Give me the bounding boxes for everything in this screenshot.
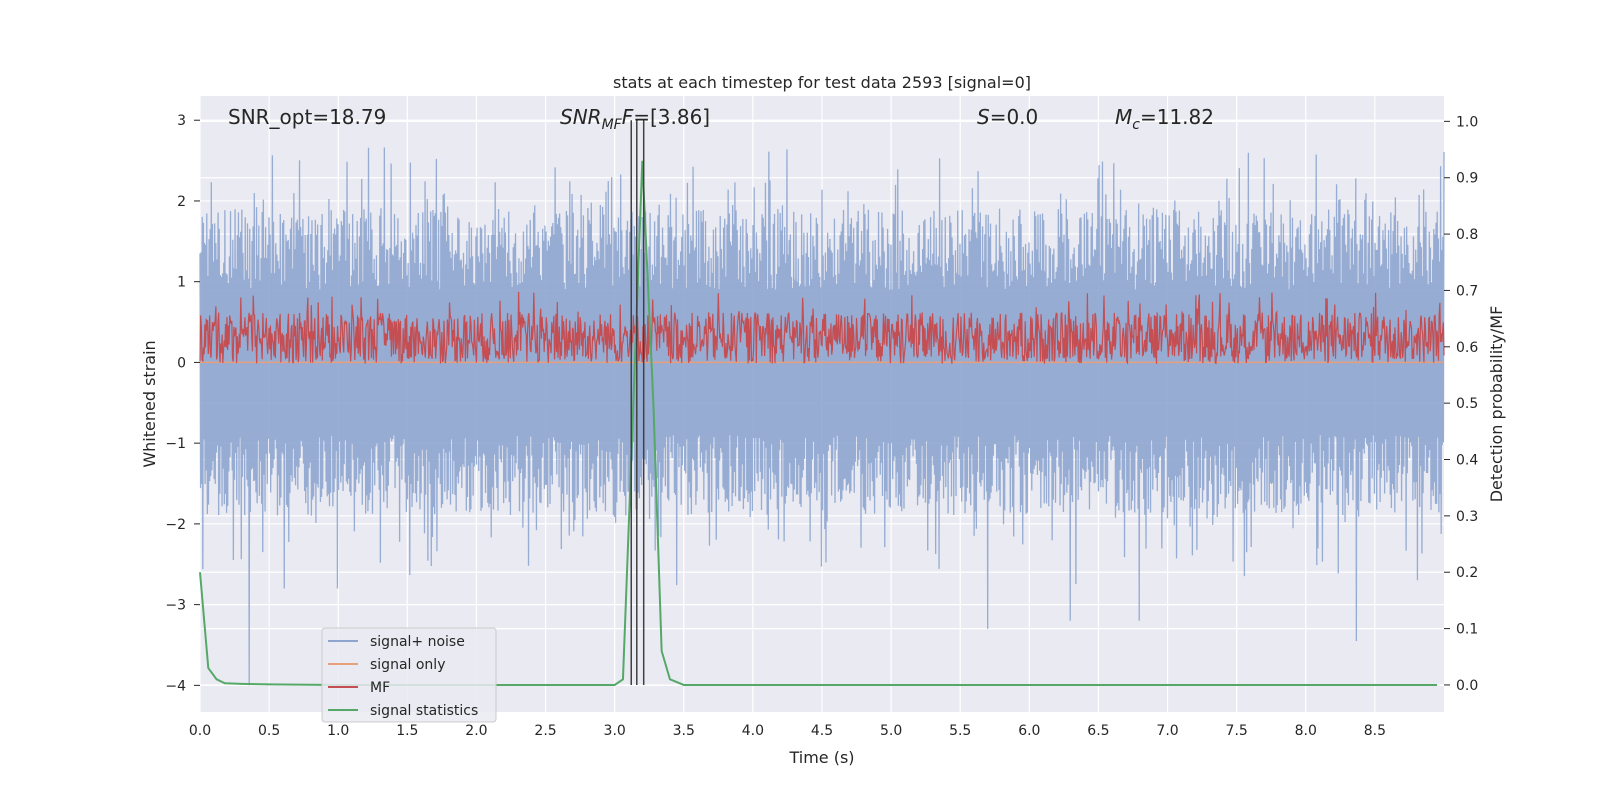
annotation-s-value: =0.0 <box>990 105 1039 129</box>
y-tick-label: −3 <box>165 598 186 614</box>
x-tick-label: 6.0 <box>1018 723 1040 739</box>
x-tick-label: 3.5 <box>673 723 695 739</box>
legend-label-signal-noise: signal+ noise <box>370 634 465 650</box>
x-tick-label: 4.0 <box>742 723 764 739</box>
legend-label-signal-only: signal only <box>370 657 445 673</box>
x-tick-label: 2.0 <box>465 723 487 739</box>
annotation-snr-mf-value: =[3.86] <box>633 105 710 129</box>
x-tick-label: 8.0 <box>1295 723 1317 739</box>
annotation-mc: Mc=11.82 <box>1115 105 1214 133</box>
legend: signal+ noise signal only MF signal stat… <box>321 627 497 723</box>
y-right-tick-label: 0.2 <box>1456 565 1478 581</box>
y-ticks: −4 −3 −2 −1 0 1 2 3 <box>165 113 200 694</box>
x-tick-label: 8.5 <box>1364 723 1386 739</box>
x-tick-label: 4.5 <box>811 723 833 739</box>
y-tick-label: −2 <box>165 517 186 533</box>
y-tick-label: 2 <box>177 194 186 210</box>
annotation-snr-mf-main: SNR <box>560 105 602 129</box>
x-tick-label: 6.5 <box>1087 723 1109 739</box>
annotation-snr-mf: SNRMFF=[3.86] <box>560 105 710 133</box>
annotation-mc-sub: c <box>1132 117 1140 133</box>
y-tick-label: 1 <box>177 275 186 291</box>
y-tick-label: −4 <box>165 678 186 694</box>
y-right-tick-label: 0.5 <box>1456 396 1478 412</box>
y-right-tick-label: 0.9 <box>1456 171 1478 187</box>
x-tick-label: 0.5 <box>258 723 280 739</box>
series-signal-noise-line <box>199 147 1445 686</box>
x-tick-label: 7.0 <box>1156 723 1178 739</box>
x-tick-label: 5.0 <box>880 723 902 739</box>
y-right-tick-label: 0.0 <box>1456 678 1478 694</box>
annotation-s: S=0.0 <box>977 105 1038 129</box>
x-axis-label: Time (s) <box>788 748 854 767</box>
x-tick-label: 0.0 <box>189 723 211 739</box>
y-right-tick-label: 0.7 <box>1456 283 1478 299</box>
x-ticks: 0.0 0.5 1.0 1.5 2.0 2.5 3.0 3.5 4.0 4.5 5.0 5.5 6.0 6… <box>189 723 1386 739</box>
x-tick-label: 5.5 <box>949 723 971 739</box>
series-mf-line <box>199 291 1445 365</box>
y-right-tick-label: 0.3 <box>1456 509 1478 525</box>
x-tick-label: 7.5 <box>1226 723 1248 739</box>
y-right-axis-label: Detection probability/MF <box>1487 306 1506 503</box>
y-tick-label: 0 <box>177 355 186 371</box>
y-tick-label: 3 <box>177 113 186 129</box>
x-tick-label: 2.5 <box>534 723 556 739</box>
y-right-tick-label: 0.1 <box>1456 622 1478 638</box>
x-tick-label: 1.0 <box>327 723 349 739</box>
y-right-tick-label: 1.0 <box>1456 114 1478 130</box>
annotation-s-symbol: S <box>977 105 990 129</box>
annotation-mc-value: =11.82 <box>1140 105 1214 129</box>
y-right-tick-label: 0.4 <box>1456 453 1478 469</box>
annotation-snr-mf-sub: MF <box>602 117 623 133</box>
chart-title: stats at each timestep for test data 259… <box>613 73 1031 92</box>
legend-label-mf: MF <box>370 680 390 696</box>
x-tick-label: 1.5 <box>396 723 418 739</box>
y-right-ticks: 0.0 0.1 0.2 0.3 0.4 0.5 0.6 0.7 0.8 0.9 1.0 <box>1444 114 1478 694</box>
legend-box <box>321 627 497 723</box>
y-axis-label: Whitened strain <box>140 340 159 467</box>
y-right-tick-label: 0.8 <box>1456 227 1478 243</box>
vertical-markers <box>630 120 645 685</box>
y-tick-label: −1 <box>165 436 186 452</box>
legend-label-signal-statistics: signal statistics <box>370 703 478 719</box>
x-tick-label: 3.0 <box>604 723 626 739</box>
annotation-mc-main: M <box>1115 105 1132 129</box>
annotation-snr-opt: SNR_opt=18.79 <box>228 105 386 129</box>
y-right-tick-label: 0.6 <box>1456 340 1478 356</box>
